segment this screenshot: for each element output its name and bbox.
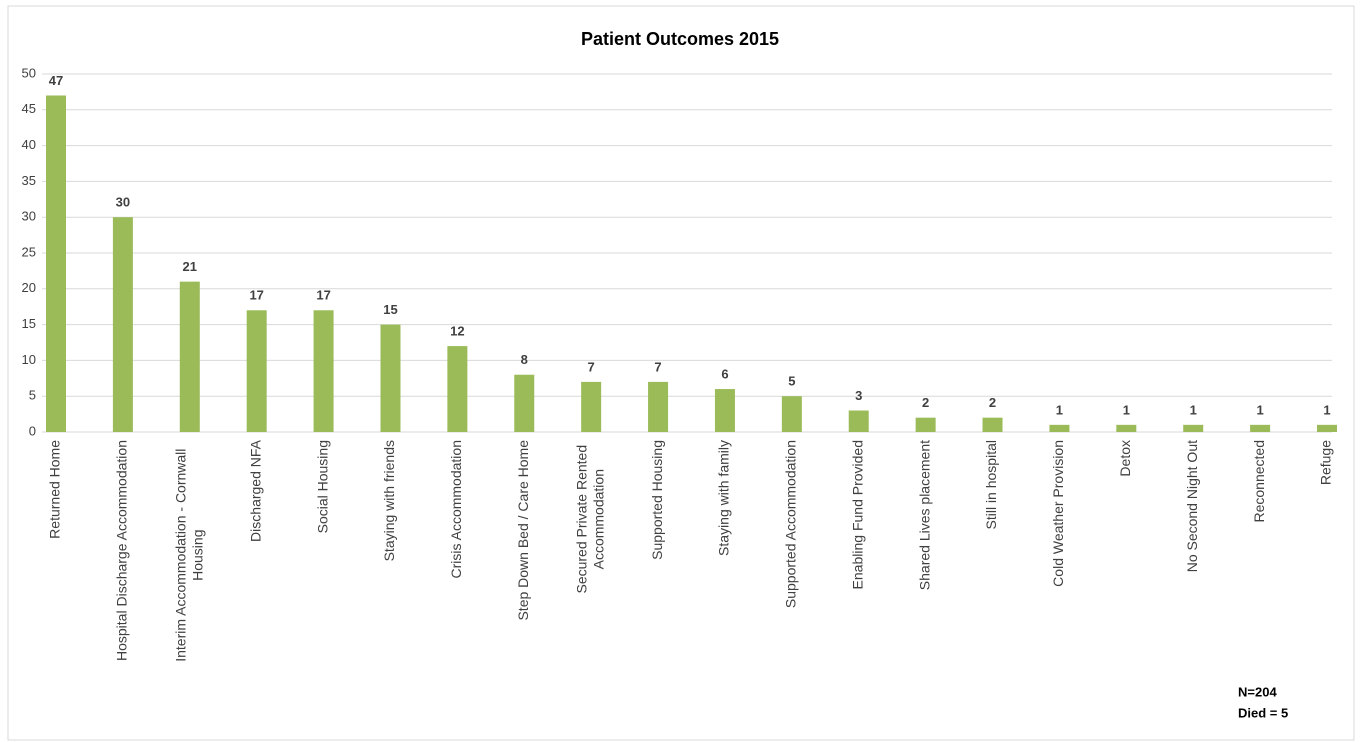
y-tick-label: 30 (22, 209, 36, 224)
x-tick-label: Supported Housing (649, 440, 665, 560)
bar (1116, 424, 1137, 432)
x-tick-label: Hospital Discharge Accommodation (114, 440, 130, 661)
x-tick-label: Still in hospital (983, 440, 999, 530)
y-tick-label: 45 (22, 101, 36, 116)
value-label: 47 (49, 73, 63, 88)
x-tick-label: Returned Home (47, 440, 63, 539)
y-tick-label: 50 (22, 65, 36, 80)
bar (1049, 424, 1070, 432)
bar (380, 324, 401, 432)
value-label: 12 (450, 324, 464, 339)
bar (447, 346, 468, 432)
chart-title: Patient Outcomes 2015 (581, 29, 779, 49)
bar (982, 417, 1003, 432)
y-tick-label: 35 (22, 173, 36, 188)
x-tick-label: No Second Night Out (1184, 440, 1200, 572)
x-tick-label: Discharged NFA (247, 439, 263, 542)
y-tick-label: 15 (22, 316, 36, 331)
value-label: 1 (1323, 402, 1330, 417)
x-tick-label: Detox (1117, 440, 1133, 477)
value-label: 5 (788, 374, 795, 389)
x-tick-label: Enabling Fund Provided (849, 440, 865, 589)
x-tick-label: Shared Lives placement (916, 440, 932, 590)
bar (1183, 424, 1204, 432)
x-tick-label: Social Housing (314, 440, 330, 533)
x-tick-label: Interim Accommodation - CornwallHousing (172, 449, 205, 662)
value-label: 3 (855, 388, 862, 403)
y-tick-label: 20 (22, 280, 36, 295)
y-tick-label: 25 (22, 244, 36, 259)
value-label: 6 (721, 366, 728, 381)
value-label: 17 (249, 288, 263, 303)
annotation: N=204 (1238, 684, 1277, 699)
y-tick-label: 0 (29, 423, 36, 438)
value-label: 7 (588, 359, 595, 374)
x-tick-label: Cold Weather Provision (1050, 440, 1066, 587)
bar (246, 310, 267, 432)
value-label: 7 (654, 359, 661, 374)
bar (915, 417, 936, 432)
y-tick-label: 5 (29, 388, 36, 403)
x-tick-label: Supported Accommodation (783, 440, 799, 608)
y-tick-label: 10 (22, 352, 36, 367)
annotation: Died = 5 (1238, 705, 1288, 720)
x-tick-label: Staying with family (716, 440, 732, 556)
value-label: 2 (922, 395, 929, 410)
value-label: 2 (989, 395, 996, 410)
value-label: 1 (1123, 402, 1130, 417)
value-label: 1 (1190, 402, 1197, 417)
x-tick-label: Crisis Accommodation (448, 440, 464, 579)
x-tick-label: Staying with friends (381, 440, 397, 561)
value-label: 15 (383, 302, 397, 317)
bar (581, 381, 602, 432)
bar (313, 310, 334, 432)
x-tick-label: Secured Private RentedAccommodation (573, 445, 606, 594)
bar (1250, 424, 1271, 432)
bar (46, 95, 66, 432)
bar (1317, 424, 1337, 432)
chart-frame (7, 5, 1355, 741)
x-tick-label: Reconnected (1251, 440, 1267, 523)
bar (714, 389, 735, 432)
bar (848, 410, 869, 432)
value-label: 17 (316, 288, 330, 303)
value-label: 1 (1256, 402, 1263, 417)
value-label: 30 (116, 195, 130, 210)
value-label: 1 (1056, 402, 1063, 417)
y-tick-label: 40 (22, 137, 36, 152)
value-label: 21 (183, 259, 197, 274)
bar (648, 381, 669, 432)
bar (514, 374, 535, 432)
bar (781, 396, 802, 432)
x-tick-label: Step Down Bed / Care Home (515, 440, 531, 621)
x-tick-label: Refuge (1318, 440, 1334, 485)
value-label: 8 (521, 352, 528, 367)
bar (112, 217, 133, 432)
bar (179, 281, 200, 432)
